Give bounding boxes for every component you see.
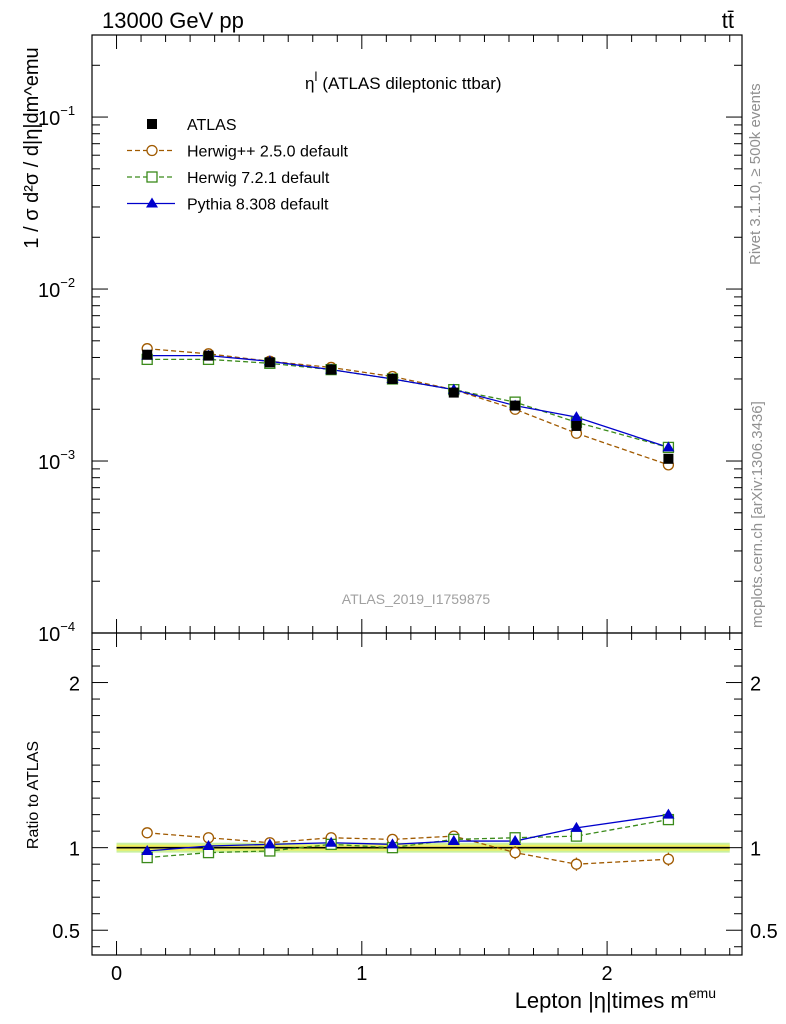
ratio-y-tick-label-right: 2 — [750, 674, 761, 696]
data-point-pythia — [570, 411, 583, 422]
rivet-version-label: Rivet 3.1.10, ≥ 500k events — [747, 83, 764, 265]
x-tick-label: 2 — [602, 963, 613, 985]
analysis-id-label: ATLAS_2019_I1759875 — [342, 591, 491, 607]
ratio-point-herwigpp — [509, 846, 521, 859]
ratio-y-tick-label-right: 1 — [750, 839, 761, 861]
y-tick-label: 10−3 — [38, 447, 75, 474]
x-tick-label: 1 — [356, 963, 367, 985]
ratio-point-pythia — [570, 821, 583, 832]
data-point-atlas — [387, 373, 398, 384]
ratio-point-pythia — [141, 844, 154, 855]
legend-marker-atlas — [147, 119, 157, 129]
ratio-series-line-herwigpp — [147, 832, 669, 865]
legend-label-pythia: Pythia 8.308 default — [187, 197, 329, 214]
ratio-y-tick-label: 1 — [69, 839, 80, 861]
series-line-herwigpp — [147, 348, 669, 466]
legend-marker-pythia — [146, 197, 158, 208]
y-tick-label: 10−2 — [38, 275, 75, 302]
data-point-atlas — [663, 453, 674, 464]
ratio-point-pythia — [325, 836, 338, 847]
legend-marker-herwig7 — [146, 171, 158, 183]
ratio-point-herwigpp — [570, 858, 583, 870]
x-tick-label: 0 — [111, 963, 122, 985]
ratio-y-axis-label: Ratio to ATLAS — [25, 741, 42, 849]
ratio-point-herwigpp — [662, 853, 675, 865]
data-point-pythia — [662, 441, 675, 452]
x-axis-label: Lepton |η|times memu — [515, 985, 716, 1013]
ratio-y-tick-label: 0.5 — [52, 921, 80, 943]
data-point-atlas — [203, 350, 214, 361]
data-point-atlas — [448, 387, 459, 398]
legend-marker-herwigpp — [146, 144, 158, 157]
ratio-point-pythia — [447, 835, 460, 846]
ratio-point-pythia — [202, 840, 215, 851]
ratio-point-pythia — [263, 838, 276, 849]
chart-title: ηl (ATLAS dileptonic ttbar) — [305, 69, 502, 93]
data-point-atlas — [326, 364, 337, 375]
ratio-point-pythia — [386, 838, 399, 849]
header-process-label: tt̄ — [721, 8, 734, 33]
ratio-plot-frame — [91, 632, 743, 956]
ratio-point-pythia — [662, 808, 675, 819]
legend-label-herwig7: Herwig 7.2.1 default — [187, 170, 330, 187]
ratio-point-pythia — [509, 835, 522, 846]
y-tick-label: 10−4 — [38, 619, 75, 646]
ratio-series-line-herwig7 — [147, 818, 669, 859]
header-energy-label: 13000 GeV pp — [102, 8, 244, 33]
ratio-point-herwigpp — [141, 827, 153, 839]
y-tick-label: 10−1 — [38, 103, 75, 130]
y-axis-label: 1 / σ d²σ / d|η|dm^emu — [21, 47, 43, 248]
ratio-y-tick-label-right: 0.5 — [750, 921, 778, 943]
data-point-atlas — [510, 400, 521, 411]
series-line-herwig7 — [147, 358, 669, 449]
legend-label-atlas: ATLAS — [187, 117, 237, 134]
mcplots-label: mcplots.cern.ch [arXiv:1306.3436] — [749, 401, 766, 628]
ratio-y-tick-label: 2 — [69, 674, 80, 696]
series-line-pythia — [147, 354, 669, 449]
data-point-atlas — [142, 349, 153, 360]
legend-label-herwigpp: Herwig++ 2.5.0 default — [187, 144, 349, 161]
data-point-atlas — [571, 420, 582, 431]
ratio-point-herwig7 — [570, 830, 583, 842]
data-point-atlas — [264, 357, 275, 368]
